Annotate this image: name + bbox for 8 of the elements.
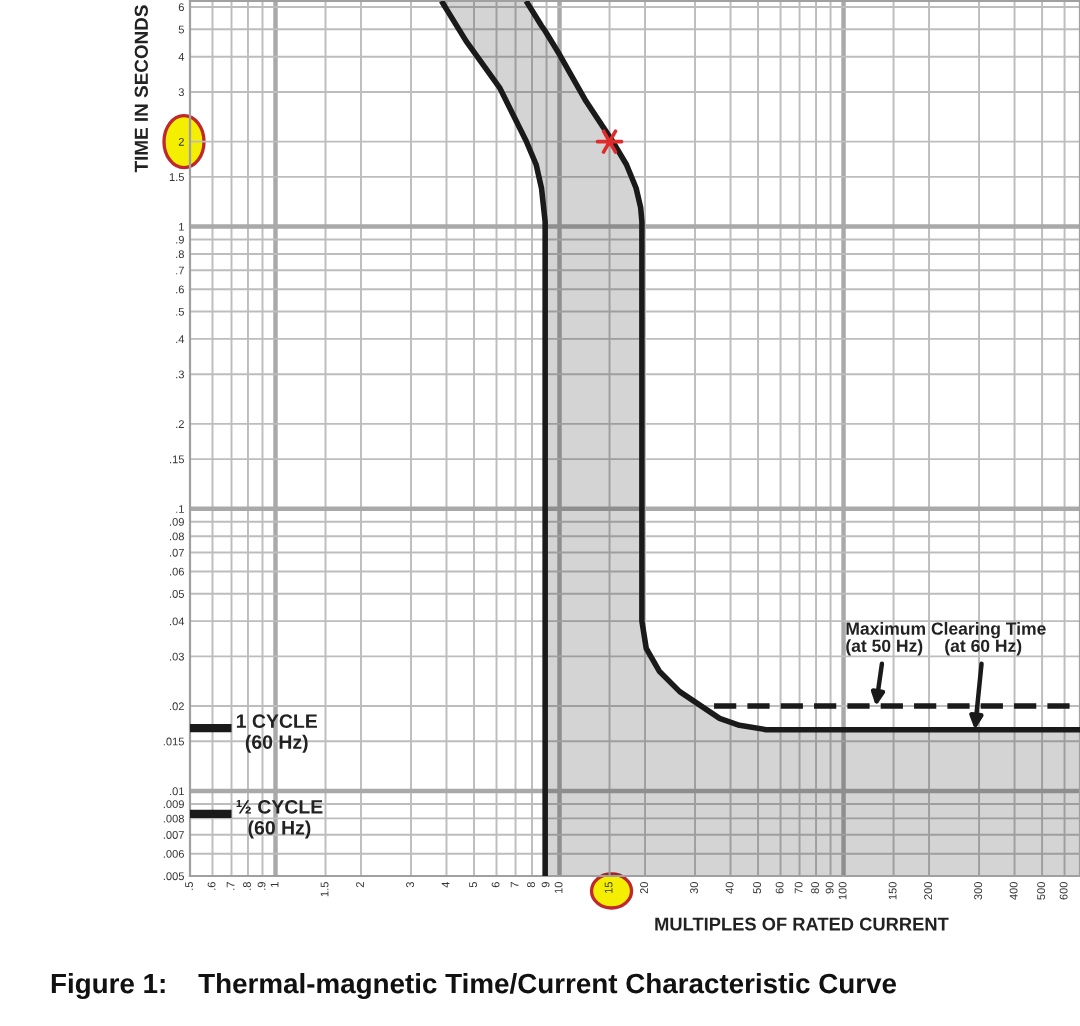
series-label: ½ CYCLE (60 Hz) [236,799,323,839]
x-axis-title: MULTIPLES OF RATED CURRENT [655,917,949,931]
annotation: (at 50 Hz) [846,639,923,656]
series-label: 1 CYCLE (60 Hz) [236,714,318,753]
annotation: (at 60 Hz) [945,639,1022,656]
y-axis-title: TIME IN SECONDS [134,5,148,173]
text: Figure 1: Thermal-magnetic Time/Current Characteristic Curve [51,972,897,1000]
annotation: Maximum Clearing Time [846,621,1046,639]
